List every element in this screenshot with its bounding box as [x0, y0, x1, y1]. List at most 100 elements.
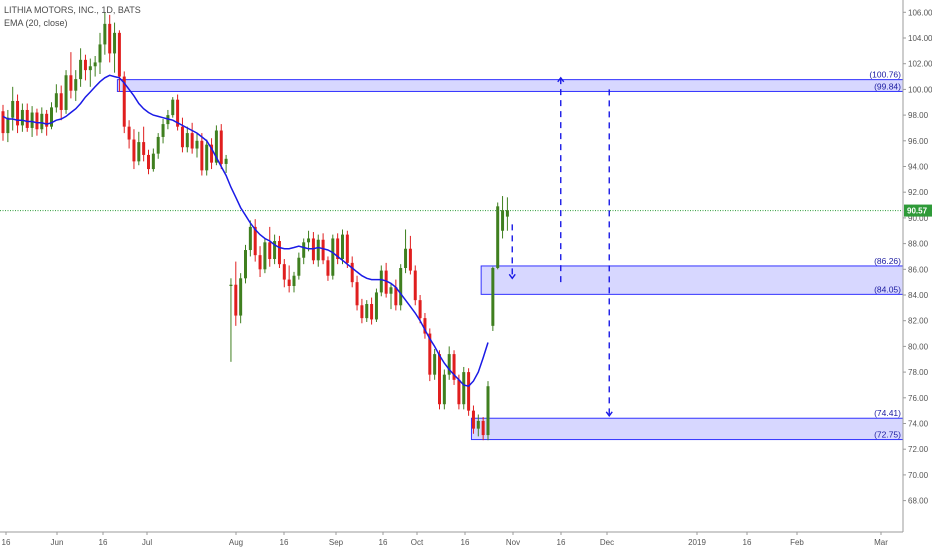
candle-body — [263, 242, 267, 270]
candle-body — [93, 62, 97, 67]
candle-body — [505, 210, 509, 217]
candle-body — [59, 93, 63, 110]
candle-body — [64, 75, 68, 110]
candle-body — [161, 124, 165, 137]
candle-body — [35, 112, 39, 130]
candle-body — [501, 210, 505, 231]
candle-body — [147, 154, 150, 170]
candle-body — [1, 111, 5, 134]
y-tick-label: 84.00 — [908, 291, 929, 300]
candle-body — [45, 113, 49, 127]
candle-body — [384, 270, 388, 294]
candle-body — [350, 262, 354, 283]
current-price-badge — [904, 204, 932, 217]
candle-body — [423, 318, 427, 334]
candle-body — [248, 226, 252, 251]
candle-body — [336, 238, 340, 260]
zone-2 — [480, 265, 904, 295]
x-tick-label: 16 — [379, 538, 388, 547]
candle-body — [273, 241, 277, 260]
candle-body — [413, 270, 417, 301]
zone-top-label: (74.41) — [874, 408, 901, 418]
candle-body — [190, 133, 194, 149]
candle-body — [88, 66, 92, 71]
candle-body — [394, 287, 398, 306]
candle-body — [127, 126, 131, 140]
candle-body — [404, 248, 408, 269]
candle-body — [438, 354, 441, 405]
candle-body — [122, 76, 126, 127]
candle-body — [16, 100, 20, 126]
x-tick-label: Dec — [600, 538, 614, 547]
symbol-title: LITHIA MOTORS, INC., 1D, BATS — [4, 5, 141, 15]
candle-body — [374, 292, 378, 320]
x-tick-label: Feb — [790, 538, 804, 547]
arrow-head-icon — [508, 273, 516, 280]
y-tick-label: 88.00 — [908, 240, 929, 249]
price-labels: (100.76)(99.84) (86.26) (84.05) (74.41) (72.… — [869, 70, 932, 440]
x-tick-label: Jun — [51, 538, 64, 547]
x-tick-label: 16 — [2, 538, 11, 547]
candle-body — [171, 99, 175, 116]
zone-3 — [470, 417, 904, 441]
candle-body — [316, 239, 320, 261]
arrow-head-icon — [557, 76, 565, 83]
y-tick-label: 94.00 — [908, 163, 929, 172]
indicator-label: EMA (20, close) — [4, 18, 68, 28]
projection-arrows — [508, 76, 613, 417]
y-tick-label: 100.00 — [908, 85, 932, 94]
zone-1 — [116, 79, 904, 92]
candle-body — [496, 206, 500, 269]
candle-body — [195, 140, 199, 149]
candle-body — [229, 284, 233, 287]
candle-body — [103, 23, 107, 45]
candle-body — [156, 136, 160, 154]
candle-body — [428, 333, 432, 375]
y-tick-label: 96.00 — [908, 137, 929, 146]
x-tick-label: Sep — [329, 538, 344, 547]
supply-demand-zones — [116, 79, 904, 441]
candle-body — [457, 379, 461, 405]
candle-body — [258, 255, 262, 270]
candle-body — [234, 284, 238, 316]
x-tick-label: 16 — [557, 538, 566, 547]
y-tick-label: 72.00 — [908, 445, 929, 454]
candle-body — [277, 241, 281, 265]
candle-body — [25, 109, 29, 128]
candle-body — [326, 260, 330, 276]
candle-body — [491, 268, 495, 326]
candle-body — [331, 238, 335, 276]
candle-body — [50, 107, 53, 127]
candle-body — [418, 300, 422, 319]
y-tick-label: 102.00 — [908, 60, 932, 69]
candle-body — [462, 372, 466, 405]
candle-body — [433, 354, 437, 375]
candle-body — [360, 305, 364, 319]
candle-body — [379, 270, 383, 293]
candle-body — [69, 75, 73, 91]
zone-top-label: (86.26) — [874, 256, 901, 266]
chart-legend: LITHIA MOTORS, INC., 1D, BATS EMA (20, c… — [4, 4, 141, 30]
x-tick-label: Nov — [506, 538, 520, 547]
arrow-head-icon — [605, 411, 613, 417]
zone-bottom-label: (84.05) — [874, 284, 901, 294]
x-tick-label: 16 — [743, 538, 752, 547]
candle-body — [287, 279, 291, 287]
zone-bottom-label: (72.75) — [874, 430, 901, 440]
candle-body — [297, 257, 301, 276]
y-tick-label: 70.00 — [908, 471, 929, 480]
candle-body — [282, 264, 286, 280]
y-tick-label: 82.00 — [908, 317, 929, 326]
candle-body — [200, 140, 204, 171]
x-tick-label: Aug — [229, 538, 243, 547]
candle-body — [408, 248, 412, 271]
zone-bottom-label: (99.84) — [874, 81, 901, 91]
candle-body — [486, 386, 490, 436]
candle-body — [467, 372, 471, 411]
x-tick-label: 16 — [99, 538, 108, 547]
y-tick-label: 76.00 — [908, 394, 929, 403]
candle-body — [476, 420, 480, 429]
candle-body — [180, 126, 184, 148]
